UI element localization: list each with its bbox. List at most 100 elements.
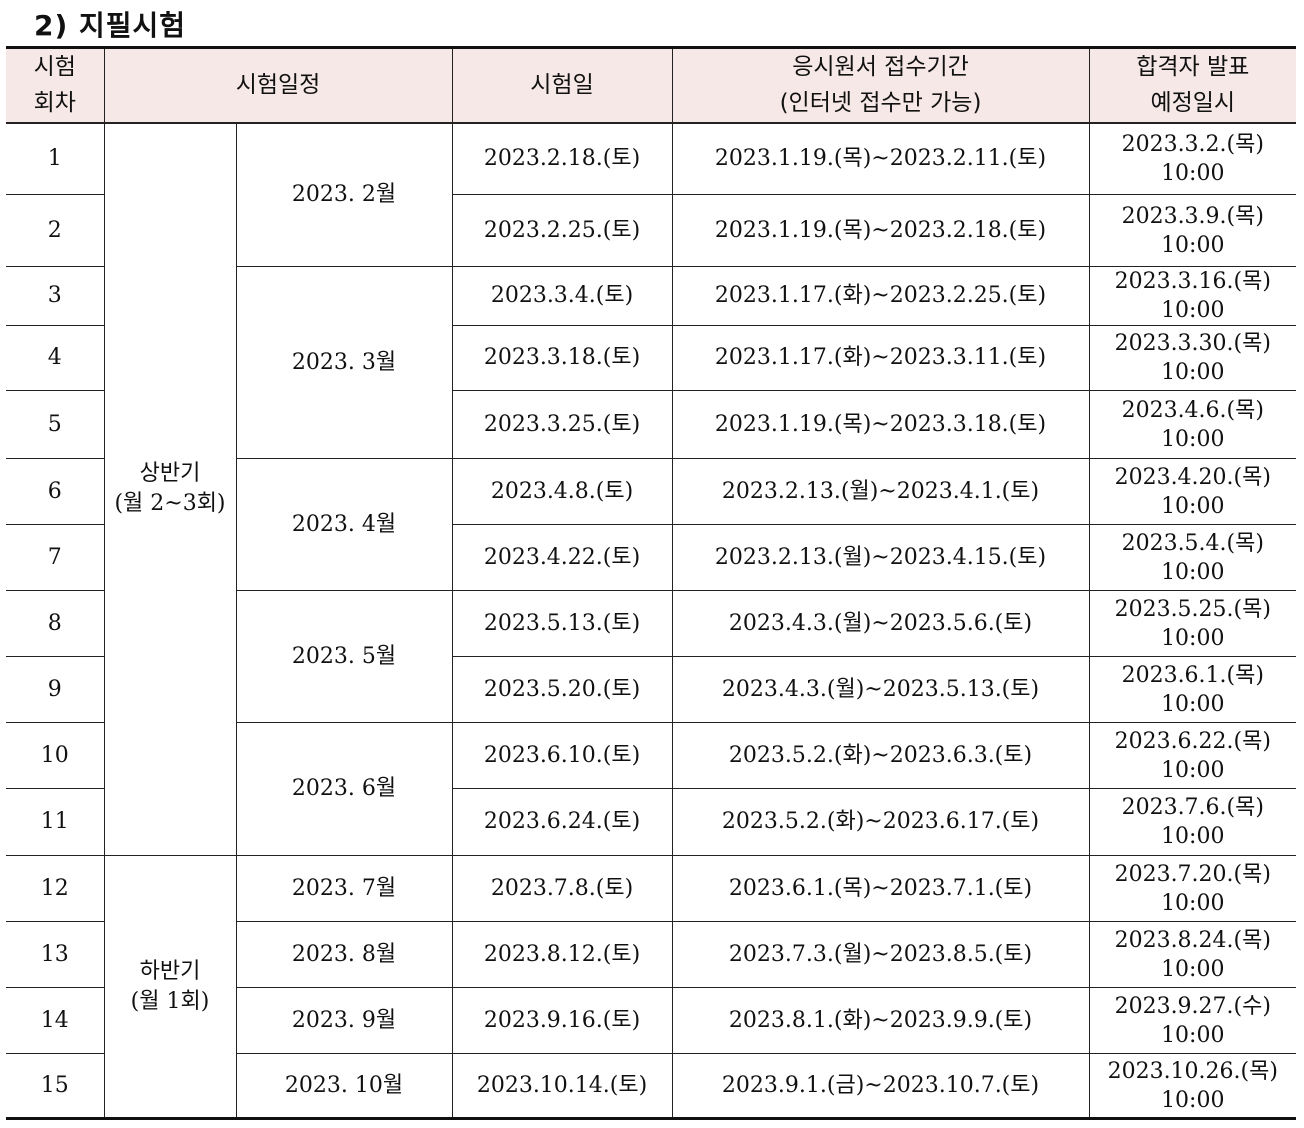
- announce-cell: 2023.5.4.(목) 10:00: [1088, 524, 1297, 591]
- application-period: 2023.1.17.(화)~2023.2.25.(토): [671, 266, 1090, 326]
- announce-cell: 2023.3.2.(목) 10:00: [1088, 122, 1297, 195]
- announce-cell: 2023.9.27.(수) 10:00: [1088, 987, 1297, 1054]
- application-period: 2023.1.19.(목)~2023.2.18.(토): [671, 194, 1090, 267]
- exam-date: 2023.4.8.(토): [451, 458, 673, 525]
- round-number: 13: [6, 921, 105, 988]
- application-period: 2023.9.1.(금)~2023.10.7.(토): [671, 1053, 1090, 1120]
- announce-cell: 2023.5.25.(목) 10:00: [1088, 590, 1297, 657]
- announce-cell: 2023.6.22.(목) 10:00: [1088, 722, 1297, 789]
- month-cell: 2023. 7월: [235, 855, 453, 922]
- announce-time: 10:00: [1161, 890, 1225, 916]
- application-period: 2023.1.19.(목)~2023.2.11.(토): [671, 122, 1090, 195]
- announce-time: 10:00: [1161, 691, 1225, 717]
- round-number: 14: [6, 987, 105, 1054]
- announce-time: 10:00: [1161, 1087, 1225, 1113]
- application-period: 2023.5.2.(화)~2023.6.3.(토): [671, 722, 1090, 789]
- round-number: 7: [6, 524, 105, 591]
- announce-cell: 2023.4.20.(목) 10:00: [1088, 458, 1297, 525]
- announce-cell: 2023.3.16.(목) 10:00: [1088, 266, 1297, 326]
- announce-date: 2023.3.9.(목): [1121, 203, 1264, 229]
- announce-cell: 2023.3.30.(목) 10:00: [1088, 325, 1297, 391]
- round-number: 9: [6, 656, 105, 723]
- table-row: 12 하반기 (월 1회) 2023. 7월 2023.7.8.(토) 2023…: [6, 855, 1297, 1120]
- announce-date: 2023.3.16.(목): [1114, 269, 1271, 294]
- application-period: 2023.2.13.(월)~2023.4.1.(토): [671, 458, 1090, 525]
- month-cell: 2023. 5월: [235, 590, 453, 723]
- announce-cell: 2023.3.9.(목) 10:00: [1088, 194, 1297, 267]
- header-announce-line1: 합격자 발표: [1136, 54, 1250, 81]
- announce-date: 2023.7.6.(목): [1121, 795, 1264, 820]
- round-number: 15: [6, 1053, 105, 1120]
- announce-cell: 2023.7.6.(목) 10:00: [1088, 788, 1297, 856]
- header-round-line2: 회차: [33, 90, 76, 117]
- announce-date: 2023.5.4.(목): [1121, 530, 1264, 556]
- announce-time: 10:00: [1161, 232, 1225, 258]
- month-cell: 2023. 4월: [235, 458, 453, 591]
- exam-date: 2023.4.22.(토): [451, 524, 673, 591]
- exam-date: 2023.3.25.(토): [451, 390, 673, 459]
- announce-time: 10:00: [1161, 493, 1225, 519]
- round-number: 3: [6, 266, 105, 326]
- announce-date: 2023.6.22.(목): [1114, 728, 1271, 754]
- announce-cell: 2023.7.20.(목) 10:00: [1088, 855, 1297, 922]
- announce-date: 2023.10.26.(목): [1107, 1058, 1278, 1084]
- exam-date: 2023.3.18.(토): [451, 325, 673, 391]
- application-period: 2023.1.19.(목)~2023.3.18.(토): [671, 390, 1090, 459]
- announce-date: 2023.4.6.(목): [1121, 397, 1264, 423]
- exam-date: 2023.5.20.(토): [451, 656, 673, 723]
- application-period: 2023.4.3.(월)~2023.5.13.(토): [671, 656, 1090, 723]
- announce-date: 2023.4.20.(목): [1114, 464, 1271, 490]
- announce-time: 10:00: [1161, 956, 1225, 982]
- header-row: 시험 회차 시험일정 시험일 응시원서 접수기간 (인터넷 접수만 가능) 합격…: [6, 46, 1297, 124]
- application-period: 2023.4.3.(월)~2023.5.6.(토): [671, 590, 1090, 657]
- announce-cell: 2023.6.1.(목) 10:00: [1088, 656, 1297, 723]
- application-period: 2023.1.17.(화)~2023.3.11.(토): [671, 325, 1090, 391]
- round-number: 2: [6, 194, 105, 267]
- exam-date: 2023.8.12.(토): [451, 921, 673, 988]
- announce-time: 10:00: [1161, 160, 1225, 186]
- announce-cell: 2023.4.6.(목) 10:00: [1088, 390, 1297, 459]
- header-announce: 합격자 발표 예정일시: [1088, 46, 1297, 124]
- exam-date: 2023.6.10.(토): [451, 722, 673, 789]
- table-row: 9 2023.5.20.(토) 2023.4.3.(월)~2023.5.13.(…: [6, 656, 1297, 723]
- exam-date: 2023.7.8.(토): [451, 855, 673, 922]
- half-second-label: 하반기: [139, 958, 201, 984]
- header-schedule: 시험일정: [103, 46, 453, 124]
- round-number: 4: [6, 325, 105, 391]
- table-row: 14 2023. 9월 2023.9.16.(토) 2023.8.1.(화)~2…: [6, 987, 1297, 1054]
- half-second-note: (월 1회): [130, 988, 210, 1014]
- announce-time: 10:00: [1161, 360, 1225, 385]
- exam-date: 2023.2.25.(토): [451, 194, 673, 267]
- application-period: 2023.7.3.(월)~2023.8.5.(토): [671, 921, 1090, 988]
- table-row: 7 2023.4.22.(토) 2023.2.13.(월)~2023.4.15.…: [6, 524, 1297, 591]
- announce-time: 10:00: [1161, 824, 1225, 849]
- table-row: 6 2023. 4월 2023.4.8.(토) 2023.2.13.(월)~20…: [6, 458, 1297, 591]
- announce-date: 2023.6.1.(목): [1121, 662, 1264, 688]
- header-announce-line2: 예정일시: [1150, 90, 1236, 117]
- application-period: 2023.8.1.(화)~2023.9.9.(토): [671, 987, 1090, 1054]
- announce-time: 10:00: [1161, 1022, 1225, 1048]
- round-number: 11: [6, 788, 105, 856]
- round-number: 6: [6, 458, 105, 525]
- announce-time: 10:00: [1161, 426, 1225, 452]
- application-period: 2023.5.2.(화)~2023.6.17.(토): [671, 788, 1090, 856]
- table-row: 8 2023. 5월 2023.5.13.(토) 2023.4.3.(월)~20…: [6, 590, 1297, 723]
- exam-date: 2023.10.14.(토): [451, 1053, 673, 1120]
- header-application: 응시원서 접수기간 (인터넷 접수만 가능): [671, 46, 1090, 124]
- round-number: 12: [6, 855, 105, 922]
- announce-cell: 2023.8.24.(목) 10:00: [1088, 921, 1297, 988]
- application-period: 2023.2.13.(월)~2023.4.15.(토): [671, 524, 1090, 591]
- month-cell: 2023. 8월: [235, 921, 453, 988]
- table-row: 15 2023. 10월 2023.10.14.(토) 2023.9.1.(금)…: [6, 1053, 1297, 1120]
- header-application-line2: (인터넷 접수만 가능): [779, 90, 982, 117]
- half-second: 하반기 (월 1회): [103, 855, 237, 1120]
- application-period: 2023.6.1.(목)~2023.7.1.(토): [671, 855, 1090, 922]
- header-round: 시험 회차: [6, 46, 105, 124]
- table-row: 13 2023. 8월 2023.8.12.(토) 2023.7.3.(월)~2…: [6, 921, 1297, 988]
- exam-date: 2023.5.13.(토): [451, 590, 673, 657]
- announce-date: 2023.9.27.(수): [1114, 993, 1271, 1019]
- exam-date: 2023.2.18.(토): [451, 122, 673, 195]
- announce-cell: 2023.10.26.(목) 10:00: [1088, 1053, 1297, 1120]
- announce-time: 10:00: [1161, 625, 1225, 651]
- round-number: 5: [6, 390, 105, 459]
